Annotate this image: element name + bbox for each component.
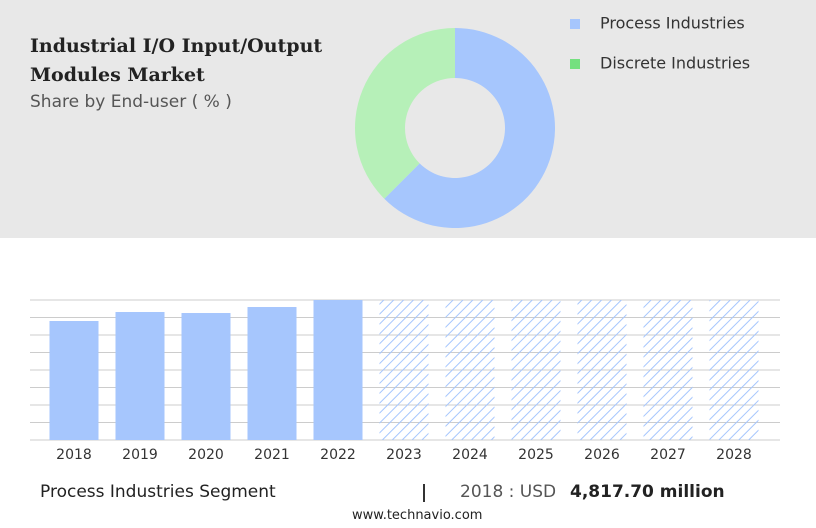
bar: [115, 312, 165, 440]
footer-year: 2018 : USD: [460, 482, 557, 502]
donut-slice: [354, 28, 455, 199]
forecast-placeholder: [445, 300, 495, 440]
x-tick-label: 2028: [716, 447, 752, 463]
bar: [49, 321, 99, 440]
bar: [247, 307, 297, 440]
x-tick-label: 2023: [386, 447, 422, 463]
x-tick-label: 2026: [584, 447, 620, 463]
footer-segment: Process Industries Segment: [40, 482, 276, 502]
legend-label: Process Industries: [600, 14, 745, 33]
legend-swatch: [570, 19, 580, 29]
forecast-placeholder: [379, 300, 429, 440]
legend-label: Discrete Industries: [600, 54, 750, 73]
footer-source: www.technavio.com: [352, 508, 483, 523]
x-tick-label: 2025: [518, 447, 554, 463]
forecast-placeholder: [709, 300, 759, 440]
bar: [313, 300, 363, 440]
footer-value: 4,817.70 million: [570, 482, 725, 502]
x-tick-label: 2027: [650, 447, 686, 463]
chart-title: Industrial I/O Input/Output Modules Mark…: [30, 35, 323, 86]
x-tick-label: 2022: [320, 447, 356, 463]
donut-slice: [384, 28, 555, 228]
forecast-placeholder: [577, 300, 627, 440]
legend-swatch: [570, 59, 580, 69]
x-tick-label: 2024: [452, 447, 488, 463]
chart-subtitle: Share by End-user ( % ): [30, 92, 232, 112]
x-tick-label: 2019: [122, 447, 158, 463]
bar: [181, 313, 231, 440]
forecast-placeholder: [643, 300, 693, 440]
forecast-placeholder: [511, 300, 561, 440]
x-tick-label: 2020: [188, 447, 224, 463]
x-tick-label: 2021: [254, 447, 290, 463]
x-tick-label: 2018: [56, 447, 92, 463]
